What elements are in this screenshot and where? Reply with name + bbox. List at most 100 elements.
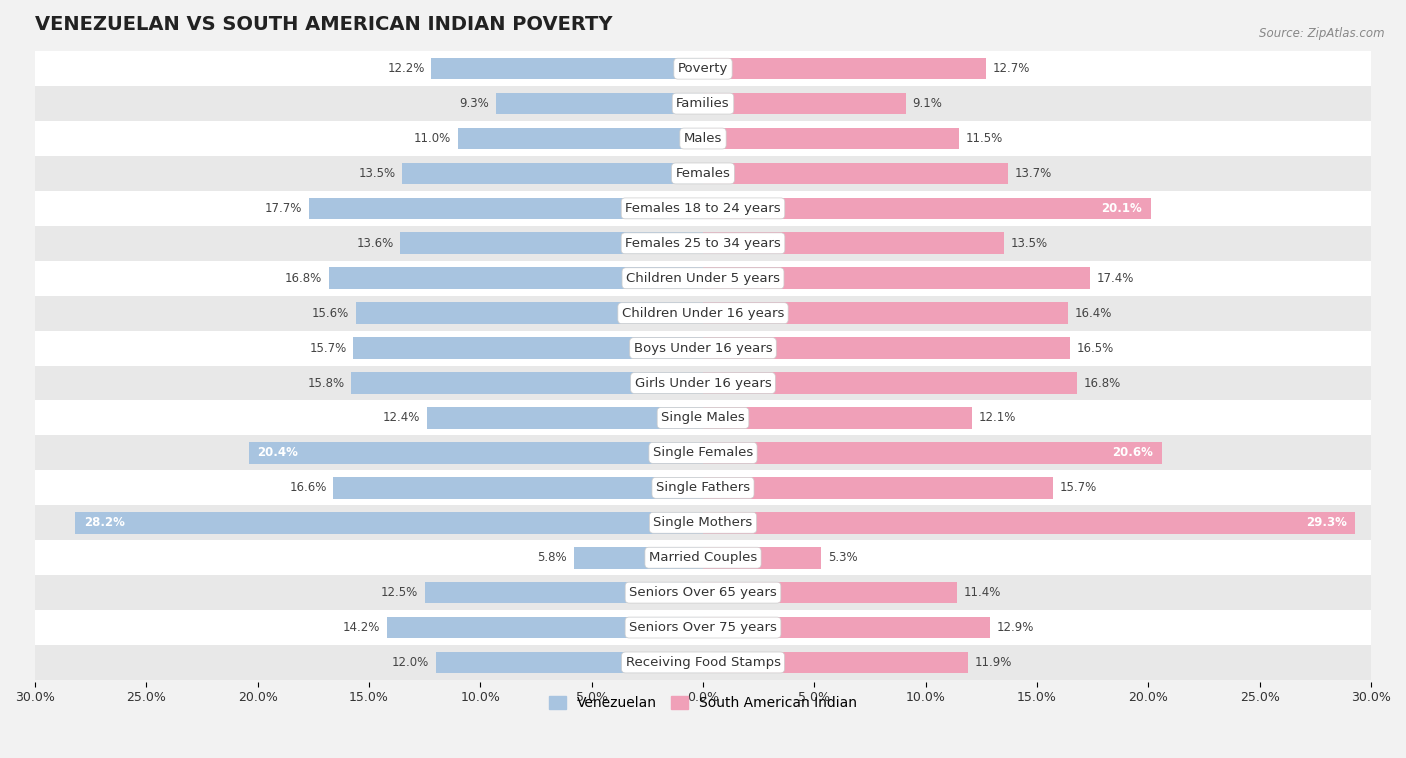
Bar xyxy=(35,506,1371,540)
Bar xyxy=(35,610,1371,645)
Text: Children Under 16 years: Children Under 16 years xyxy=(621,307,785,320)
Bar xyxy=(35,435,1371,471)
Text: Females 18 to 24 years: Females 18 to 24 years xyxy=(626,202,780,215)
Bar xyxy=(356,302,703,324)
Bar xyxy=(703,337,1070,359)
Text: Females: Females xyxy=(675,167,731,180)
Text: 12.7%: 12.7% xyxy=(993,62,1029,75)
Bar xyxy=(703,582,957,603)
Bar xyxy=(35,645,1371,680)
Bar xyxy=(249,442,703,464)
Text: Seniors Over 65 years: Seniors Over 65 years xyxy=(628,586,778,599)
Text: 13.7%: 13.7% xyxy=(1015,167,1052,180)
Bar xyxy=(35,52,1371,86)
Text: 16.8%: 16.8% xyxy=(285,271,322,285)
Bar xyxy=(35,365,1371,400)
Text: 16.4%: 16.4% xyxy=(1076,307,1112,320)
Bar xyxy=(432,58,703,80)
Text: 11.0%: 11.0% xyxy=(415,132,451,145)
Bar xyxy=(353,337,703,359)
Bar xyxy=(703,477,1053,499)
Bar xyxy=(35,226,1371,261)
Text: 14.2%: 14.2% xyxy=(343,621,380,634)
Text: Single Males: Single Males xyxy=(661,412,745,424)
Legend: Venezuelan, South American Indian: Venezuelan, South American Indian xyxy=(544,691,862,716)
Text: Married Couples: Married Couples xyxy=(650,551,756,564)
Text: VENEZUELAN VS SOUTH AMERICAN INDIAN POVERTY: VENEZUELAN VS SOUTH AMERICAN INDIAN POVE… xyxy=(35,15,613,34)
Text: Poverty: Poverty xyxy=(678,62,728,75)
Bar xyxy=(75,512,703,534)
Text: 28.2%: 28.2% xyxy=(84,516,125,529)
Text: Receiving Food Stamps: Receiving Food Stamps xyxy=(626,656,780,669)
Bar xyxy=(35,156,1371,191)
Bar xyxy=(703,302,1069,324)
Bar xyxy=(35,330,1371,365)
Text: 12.0%: 12.0% xyxy=(392,656,429,669)
Bar xyxy=(333,477,703,499)
Text: 13.6%: 13.6% xyxy=(356,236,394,250)
Bar xyxy=(703,547,821,568)
Bar xyxy=(703,233,1004,254)
Text: 20.4%: 20.4% xyxy=(257,446,298,459)
Bar xyxy=(35,261,1371,296)
Bar xyxy=(35,471,1371,506)
Text: 13.5%: 13.5% xyxy=(359,167,395,180)
Bar xyxy=(35,121,1371,156)
Text: 17.7%: 17.7% xyxy=(264,202,302,215)
Bar xyxy=(703,512,1355,534)
Bar xyxy=(703,442,1161,464)
Text: 5.8%: 5.8% xyxy=(537,551,567,564)
Text: 11.5%: 11.5% xyxy=(966,132,1002,145)
Bar xyxy=(35,400,1371,435)
Bar xyxy=(425,582,703,603)
Text: Families: Families xyxy=(676,97,730,110)
Text: 11.9%: 11.9% xyxy=(974,656,1012,669)
Text: Girls Under 16 years: Girls Under 16 years xyxy=(634,377,772,390)
Bar xyxy=(574,547,703,568)
Text: 13.5%: 13.5% xyxy=(1011,236,1047,250)
Text: 11.4%: 11.4% xyxy=(963,586,1001,599)
Bar xyxy=(703,407,973,429)
Text: 20.6%: 20.6% xyxy=(1112,446,1153,459)
Bar xyxy=(703,652,967,673)
Text: 17.4%: 17.4% xyxy=(1097,271,1135,285)
Bar xyxy=(35,540,1371,575)
Bar xyxy=(309,198,703,219)
Text: Children Under 5 years: Children Under 5 years xyxy=(626,271,780,285)
Text: Source: ZipAtlas.com: Source: ZipAtlas.com xyxy=(1260,27,1385,39)
Text: 16.8%: 16.8% xyxy=(1084,377,1121,390)
Text: Single Females: Single Females xyxy=(652,446,754,459)
Bar xyxy=(35,86,1371,121)
Text: Females 25 to 34 years: Females 25 to 34 years xyxy=(626,236,780,250)
Text: 15.7%: 15.7% xyxy=(1059,481,1097,494)
Bar xyxy=(352,372,703,394)
Bar xyxy=(458,127,703,149)
Bar xyxy=(703,268,1091,289)
Text: 12.2%: 12.2% xyxy=(387,62,425,75)
Text: Males: Males xyxy=(683,132,723,145)
Bar xyxy=(35,575,1371,610)
Text: 12.4%: 12.4% xyxy=(382,412,420,424)
Bar xyxy=(703,163,1008,184)
Text: 9.3%: 9.3% xyxy=(460,97,489,110)
Bar xyxy=(35,296,1371,330)
Bar xyxy=(703,127,959,149)
Text: Boys Under 16 years: Boys Under 16 years xyxy=(634,342,772,355)
Bar xyxy=(401,233,703,254)
Text: 5.3%: 5.3% xyxy=(828,551,858,564)
Text: 29.3%: 29.3% xyxy=(1306,516,1347,529)
Bar xyxy=(703,617,990,638)
Text: 20.1%: 20.1% xyxy=(1101,202,1142,215)
Bar xyxy=(436,652,703,673)
Bar xyxy=(427,407,703,429)
Bar xyxy=(703,92,905,114)
Bar xyxy=(387,617,703,638)
Text: 15.6%: 15.6% xyxy=(312,307,349,320)
Bar xyxy=(329,268,703,289)
Bar xyxy=(703,372,1077,394)
Text: 12.5%: 12.5% xyxy=(381,586,418,599)
Text: 16.6%: 16.6% xyxy=(290,481,326,494)
Bar xyxy=(703,58,986,80)
Text: 9.1%: 9.1% xyxy=(912,97,942,110)
Text: 12.9%: 12.9% xyxy=(997,621,1035,634)
